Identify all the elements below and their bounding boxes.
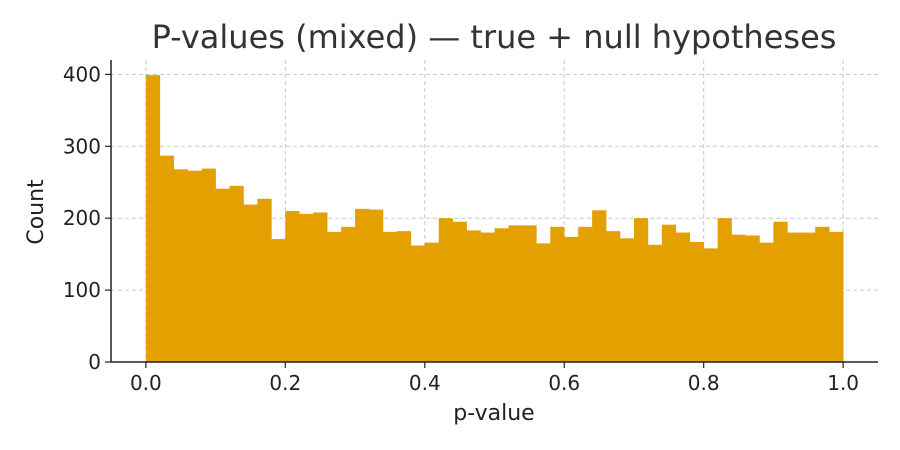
histogram-bar xyxy=(592,210,607,362)
histogram-bar xyxy=(815,226,830,362)
x-tick-label: 0.2 xyxy=(269,371,301,395)
y-tick-label: 400 xyxy=(63,62,101,86)
histogram-bar xyxy=(368,209,384,362)
histogram-bar xyxy=(661,224,677,362)
histogram-bar xyxy=(536,243,551,362)
histogram-bar xyxy=(731,234,746,362)
histogram-bar xyxy=(159,155,175,362)
histogram-bar xyxy=(550,226,565,362)
x-tick-label: 0.8 xyxy=(688,371,720,395)
histogram-bar xyxy=(327,231,342,362)
histogram-bar xyxy=(410,245,426,362)
y-tick-label: 0 xyxy=(88,350,101,374)
histogram-bar xyxy=(285,211,300,362)
x-tick-label: 0.0 xyxy=(130,371,162,395)
histogram-bar xyxy=(689,241,704,362)
histogram-bar xyxy=(801,232,816,362)
x-tick-label: 0.4 xyxy=(409,371,441,395)
histogram-bar xyxy=(201,168,216,362)
histogram-bar xyxy=(606,231,621,362)
histogram-bar xyxy=(633,218,649,362)
histogram-bar xyxy=(313,212,328,362)
histogram-bar xyxy=(675,232,691,362)
histogram-bar xyxy=(745,235,760,362)
y-axis-label: Count xyxy=(24,179,49,245)
histogram-bar xyxy=(229,185,244,362)
histogram-bar xyxy=(759,242,774,362)
x-axis-label: p-value xyxy=(453,401,534,426)
histogram-bar xyxy=(382,231,398,362)
x-ticks: 0.0 0.2 0.4 0.6 0.8 1.0 xyxy=(130,362,859,395)
histogram-bar xyxy=(703,248,718,362)
chart-title: P-values (mixed) — true + null hypothese… xyxy=(152,18,837,56)
histogram-bar xyxy=(299,213,314,362)
y-tick-label: 300 xyxy=(63,134,101,158)
histogram-bar xyxy=(829,231,844,362)
histogram-bar xyxy=(508,225,523,362)
histogram-bar xyxy=(578,226,593,362)
histogram-bar xyxy=(396,231,412,362)
histogram-bar xyxy=(355,208,370,362)
histogram-bar xyxy=(564,236,579,362)
x-tick-label: 0.6 xyxy=(548,371,580,395)
axes xyxy=(110,60,878,363)
histogram-bar xyxy=(452,221,467,362)
x-tick-label: 1.0 xyxy=(827,371,859,395)
histogram-bar xyxy=(173,169,188,362)
histogram-bar xyxy=(187,170,202,362)
histogram-bar xyxy=(215,188,230,362)
histogram-bar xyxy=(257,198,272,362)
histogram-bar xyxy=(466,230,481,362)
histogram-bar xyxy=(787,232,802,362)
histogram-bar xyxy=(145,75,161,362)
histogram-bar xyxy=(438,218,453,362)
histogram-bar xyxy=(647,244,663,362)
histogram-bar xyxy=(620,238,635,362)
y-tick-label: 100 xyxy=(63,278,101,302)
histogram-bar xyxy=(717,218,732,362)
histogram-bar xyxy=(341,226,356,362)
y-ticks: 0 100 200 300 400 xyxy=(63,62,111,374)
histogram-bar xyxy=(522,225,537,362)
histogram-bar xyxy=(773,221,788,362)
histogram-bar xyxy=(243,204,258,362)
histogram-bar xyxy=(271,239,286,362)
bars xyxy=(145,75,844,362)
histogram-bar xyxy=(494,228,509,362)
histogram-bar xyxy=(480,232,495,362)
y-tick-label: 200 xyxy=(63,206,101,230)
histogram-bar xyxy=(424,242,440,362)
